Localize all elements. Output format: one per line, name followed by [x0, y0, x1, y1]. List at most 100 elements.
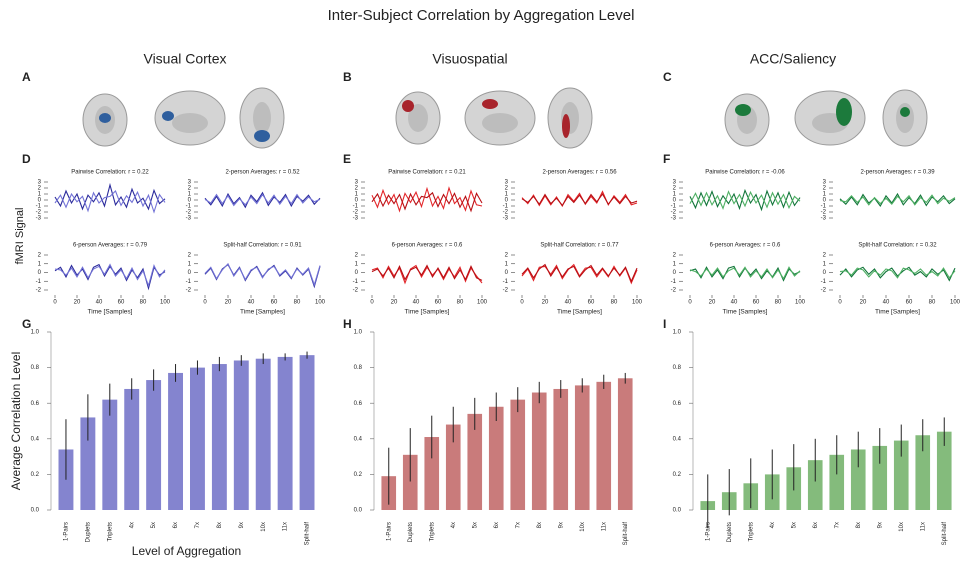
x-tick-label: 20 — [709, 300, 716, 306]
y-tick-label: 3 — [823, 180, 827, 186]
subplot-title: 2-person Averages: r = 0.56 — [542, 170, 617, 176]
y-tick-label: 2 — [188, 253, 192, 259]
x-axis-label: Time [Samples] — [557, 309, 602, 316]
y-tick-label: 0.2 — [673, 472, 682, 478]
y-tick-label: -2 — [821, 288, 827, 294]
bar — [300, 355, 315, 510]
bar — [102, 400, 117, 510]
x-tick-label: 60 — [435, 300, 442, 306]
x-tick-label: 100 — [315, 300, 326, 306]
y-tick-label: 0.0 — [673, 508, 682, 514]
x-tick-label: 80 — [140, 300, 147, 306]
series-line — [55, 265, 165, 286]
x-tick-label: 11x — [283, 522, 289, 531]
x-tick-label: 0 — [203, 300, 207, 306]
x-tick-label: 9x — [877, 522, 883, 528]
y-tick-label: 0.6 — [673, 401, 682, 407]
y-tick-label: -1 — [821, 279, 827, 285]
x-tick-label: 4x — [129, 522, 135, 528]
x-tick-label: 20 — [860, 300, 867, 306]
y-tick-label: 2 — [355, 253, 359, 259]
series-line — [372, 188, 482, 211]
series-line — [372, 193, 482, 211]
y-tick-label: -2 — [503, 288, 509, 294]
x-axis-label: Level of Aggregation — [132, 544, 241, 558]
y-tick-label: -1 — [671, 279, 677, 285]
y-tick-label: 0 — [38, 270, 42, 276]
column-title: Visuospatial — [432, 51, 507, 67]
series-line — [205, 265, 320, 287]
x-axis-label: Time [Samples] — [723, 309, 768, 316]
x-tick-label: 6x — [813, 522, 819, 528]
subplot-title: 2-person Averages: r = 0.39 — [860, 170, 935, 176]
x-tick-label: 20 — [391, 300, 398, 306]
y-tick-label: 0 — [188, 198, 192, 204]
x-tick-label: 4x — [451, 522, 457, 528]
x-tick-label: Split-half — [942, 522, 948, 546]
subplot-title: Pairwise Correlation: r = 0.21 — [388, 170, 466, 176]
x-tick-label: 9x — [558, 522, 564, 528]
y-tick-label: 0 — [505, 198, 509, 204]
x-tick-label: Triplets — [107, 522, 113, 541]
y-tick-label: 1 — [505, 261, 509, 267]
x-tick-label: Duplets — [85, 522, 91, 542]
x-tick-label: 0 — [838, 300, 842, 306]
y-tick-label: 2 — [823, 253, 827, 259]
bar — [618, 378, 633, 510]
bar — [124, 389, 139, 510]
y-tick-label: 0 — [673, 270, 677, 276]
x-tick-label: 11x — [920, 522, 926, 531]
bar — [575, 385, 590, 510]
x-tick-label: 100 — [160, 300, 171, 306]
y-tick-label: 1 — [355, 192, 359, 198]
y-tick-label: -1 — [186, 204, 192, 210]
y-tick-label: 0.4 — [31, 436, 40, 442]
y-tick-label: 2 — [38, 186, 42, 192]
x-tick-label: Duplets — [727, 522, 733, 542]
panel-label: I — [663, 317, 666, 331]
x-tick-label: 0 — [53, 300, 57, 306]
y-tick-label: 1 — [188, 261, 192, 267]
x-tick-label: 8x — [537, 522, 543, 528]
x-tick-label: 0 — [688, 300, 692, 306]
y-tick-label: 2 — [505, 186, 509, 192]
y-tick-label: 0 — [188, 270, 192, 276]
brain-images — [83, 88, 927, 148]
series-line — [205, 195, 320, 206]
x-tick-label: 100 — [950, 300, 961, 306]
x-tick-label: 7x — [834, 522, 840, 528]
x-tick-label: 80 — [611, 300, 618, 306]
subplot-title: 6-person Averages: r = 0.6 — [710, 243, 781, 249]
bar — [278, 357, 293, 510]
y-tick-label: 1 — [355, 261, 359, 267]
series-line — [840, 195, 955, 205]
x-tick-label: Split-half — [305, 522, 311, 546]
y-tick-label: 0.8 — [673, 365, 682, 371]
y-tick-label: -2 — [671, 210, 677, 216]
y-tick-label: 0.4 — [354, 436, 363, 442]
y-tick-label: 1 — [505, 192, 509, 198]
y-tick-label: 3 — [673, 180, 677, 186]
panel-label: E — [343, 152, 351, 166]
y-tick-label: -3 — [36, 216, 42, 222]
x-tick-label: 1-Pairs — [64, 522, 70, 541]
panel-label: C — [663, 70, 672, 84]
x-tick-label: 5x — [472, 522, 478, 528]
y-axis-label: Average Correlation Level — [9, 352, 23, 491]
bar — [596, 382, 611, 510]
y-tick-label: -1 — [503, 204, 509, 210]
subplot-title: Split-half Correlation: r = 0.77 — [540, 243, 619, 249]
y-tick-label: -2 — [36, 210, 42, 216]
bar — [190, 368, 205, 510]
x-tick-label: 40 — [413, 300, 420, 306]
y-tick-label: -2 — [503, 210, 509, 216]
x-tick-label: 40 — [248, 300, 255, 306]
bar — [489, 407, 504, 510]
x-tick-label: 7x — [195, 522, 201, 528]
y-tick-label: 0.4 — [673, 436, 682, 442]
x-tick-label: 20 — [542, 300, 549, 306]
y-tick-label: 0.6 — [31, 401, 40, 407]
x-tick-label: 0 — [370, 300, 374, 306]
y-tick-label: 0 — [38, 198, 42, 204]
y-tick-label: 1 — [823, 192, 827, 198]
